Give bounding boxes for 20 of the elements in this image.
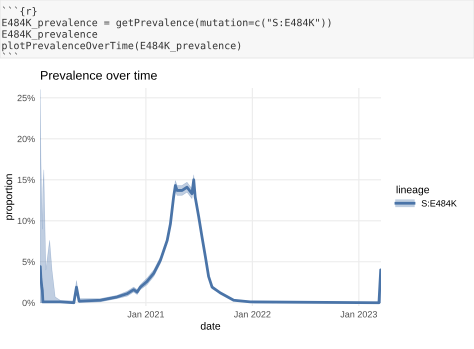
text: ``` xyxy=(2,52,18,54)
y-axis-title: proportion xyxy=(4,174,14,220)
chart-title: Prevalence over time xyxy=(41,70,157,80)
line-series xyxy=(40,178,381,304)
text: ```{r} xyxy=(2,6,36,16)
text: E484K_prevalence = getPrevalence(mutation=c("S:E484K")) xyxy=(2,18,330,29)
x-tick-label: Jan 2023 xyxy=(340,311,378,318)
y-tick-label: 20% xyxy=(18,136,35,142)
y-tick-label: 25% xyxy=(18,94,35,102)
text: plotPrevalenceOverTime(E484K_prevalence) xyxy=(2,42,240,52)
x-tick-label: Jan 2021 xyxy=(127,311,164,318)
y-tick-label: 15% xyxy=(18,176,35,184)
legend-label: S:E484K xyxy=(422,200,457,207)
x-axis-title: date xyxy=(200,322,220,330)
y-tick-label: 0% xyxy=(22,300,35,306)
text: E484K_prevalence xyxy=(2,30,98,40)
x-tick-label: Jan 2022 xyxy=(234,311,270,318)
y-tick-label: 10% xyxy=(18,218,35,224)
legend-title: lineage xyxy=(396,186,430,196)
y-tick-label: 5% xyxy=(22,258,35,266)
